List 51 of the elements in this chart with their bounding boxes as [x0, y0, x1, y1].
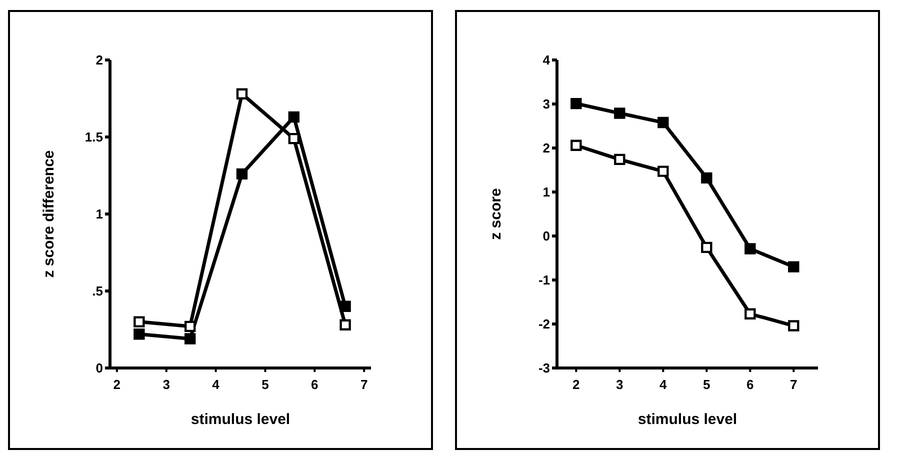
x-tick-label: 5	[262, 377, 269, 392]
y-tick-label: 3	[542, 96, 550, 112]
point	[288, 111, 300, 123]
x-tick-label: 7	[790, 377, 798, 392]
x-tick-label: 6	[746, 377, 754, 392]
x-tick-label: 4	[212, 377, 220, 392]
point	[744, 308, 756, 320]
point	[658, 116, 669, 128]
point	[184, 320, 196, 332]
x-tick-label: 5	[703, 377, 710, 392]
point	[236, 168, 248, 180]
point	[340, 300, 351, 312]
y-tick-label: 2	[542, 140, 550, 156]
point	[701, 242, 712, 254]
x-tick-label: 3	[616, 377, 624, 392]
y-tick-label: 1	[542, 184, 550, 200]
point	[614, 154, 626, 166]
x-tick-label: 2	[572, 377, 580, 392]
point	[788, 261, 800, 272]
x-tick-label: 4	[660, 377, 668, 392]
point	[614, 108, 626, 119]
x-tick-label: 2	[113, 377, 121, 392]
x-tick-label: 6	[311, 377, 318, 392]
y-tick-label: -3	[538, 360, 550, 376]
y-tick-label: 1.5	[84, 130, 103, 145]
point	[658, 166, 669, 177]
point	[184, 333, 196, 344]
y-tick-label: .5	[92, 284, 103, 299]
x-tick-label: 7	[360, 377, 368, 392]
x-axis-title: stimulus level	[190, 411, 290, 428]
x-axis-title: stimulus level	[638, 411, 738, 428]
point	[288, 132, 300, 144]
point	[236, 88, 248, 100]
y-tick-label: 0	[96, 360, 103, 376]
y-tick-label: 1	[96, 206, 103, 222]
y-tick-label: 0	[542, 228, 550, 244]
point	[570, 140, 582, 151]
y-tick-label: -2	[538, 316, 550, 332]
point	[788, 320, 800, 332]
y-axis-title: z score difference	[40, 150, 58, 278]
point	[701, 172, 712, 184]
point	[570, 98, 582, 110]
x-tick-label: 3	[162, 377, 170, 392]
point	[744, 243, 756, 254]
y-tick-label: -1	[538, 272, 550, 288]
y-tick-label: 2	[96, 52, 103, 68]
y-axis-title: z score	[487, 188, 504, 240]
y-tick-label: 4	[542, 52, 551, 68]
point	[340, 319, 351, 330]
point	[134, 316, 145, 328]
point	[134, 328, 145, 340]
